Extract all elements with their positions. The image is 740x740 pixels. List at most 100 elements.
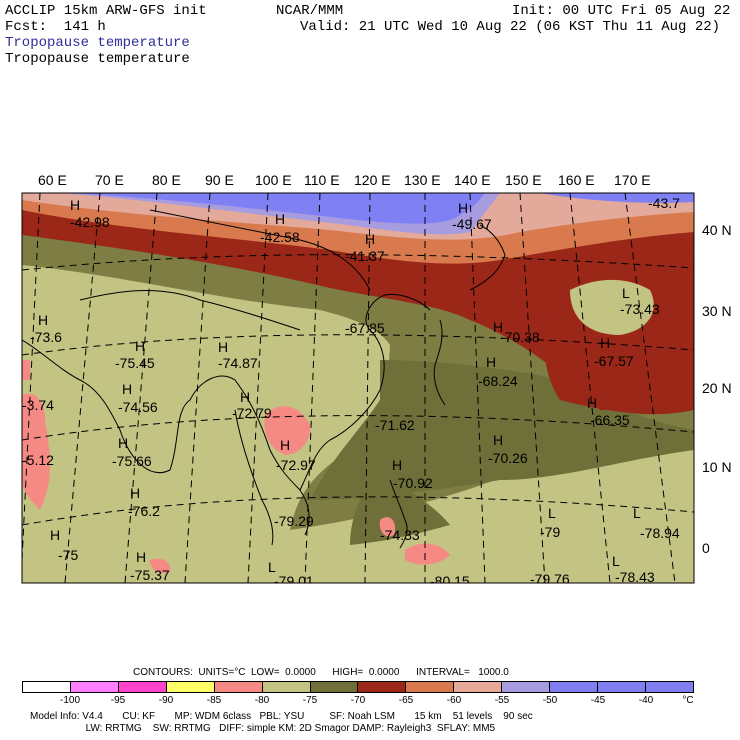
extrema-value: -73.43	[620, 301, 660, 317]
forecast-hour: Fcst: 141 h	[5, 19, 106, 35]
high-marker: H	[486, 354, 496, 370]
lon-label: 140 E	[454, 172, 491, 188]
low-marker: L	[633, 505, 641, 521]
lon-label: 120 E	[354, 172, 391, 188]
valid-time: Valid: 21 UTC Wed 10 Aug 22 (06 KST Thu …	[300, 19, 721, 35]
colorbar-label: -85	[206, 695, 222, 706]
high-marker: H	[280, 437, 290, 453]
colorbar-swatch	[598, 682, 646, 692]
lon-label: 110 E	[304, 172, 340, 188]
extrema-value: -42.98	[70, 214, 110, 230]
model-info-line-2: LW: RRTMG SW: RRTMG DIFF: simple KM: 2D …	[30, 723, 496, 734]
low-marker: L	[622, 285, 630, 301]
extrema-value: -78.94	[640, 525, 680, 541]
colorbar-swatch	[454, 682, 503, 692]
field-title-primary: Tropopause temperature	[5, 35, 190, 51]
high-marker: H	[493, 319, 503, 335]
extrema-value: -41.37	[345, 248, 385, 264]
model-title: ACCLIP 15km ARW-GFS init	[5, 3, 207, 19]
colorbar-label: -100	[59, 695, 81, 706]
extrema-value: -75.66	[112, 453, 152, 469]
extrema-value: -42.58	[260, 229, 300, 245]
init-time: Init: 00 UTC Fri 05 Aug 22	[512, 3, 731, 19]
lon-label: 80 E	[152, 172, 181, 188]
high-marker: H	[38, 312, 48, 328]
extrema-value: -67.85	[345, 320, 385, 336]
colorbar-swatch	[118, 682, 167, 692]
extrema-value: -70.38	[500, 329, 540, 345]
lat-label: 30 N	[702, 303, 732, 319]
colorbar-label: -45	[590, 695, 606, 706]
lon-label: 70 E	[95, 172, 124, 188]
extrema-value: -79.01	[274, 573, 314, 589]
extrema-value: -79.29	[274, 513, 314, 529]
high-marker: H	[136, 549, 146, 565]
map-frame	[21, 192, 695, 584]
extrema-value: -79	[540, 524, 560, 540]
colorbar-swatch	[645, 682, 693, 692]
colorbar-swatch	[502, 682, 551, 692]
field-title-secondary: Tropopause temperature	[5, 51, 190, 67]
high-marker: H	[240, 389, 250, 405]
extrema-value: -78.43	[615, 569, 655, 585]
high-marker: H	[493, 432, 503, 448]
lat-label: 40 N	[702, 222, 732, 238]
colorbar-label: -95	[110, 695, 126, 706]
center-name: NCAR/MMM	[276, 3, 344, 19]
high-marker: H	[118, 435, 128, 451]
colorbar-label: -40	[638, 695, 654, 706]
colorbar	[22, 681, 694, 693]
extrema-value: -49.67	[452, 216, 492, 232]
extrema-value: -80.15	[430, 573, 470, 589]
high-marker: H	[275, 211, 285, 227]
lon-label: 100 E	[255, 172, 292, 188]
high-marker: H	[50, 527, 60, 543]
lon-label: 170 E	[614, 172, 651, 188]
colorbar-swatch	[406, 682, 455, 692]
extrema-value: -72.97	[276, 457, 316, 473]
contours-info: CONTOURS: UNITS=°C LOW= 0.0000 HIGH= 0.0…	[133, 667, 509, 678]
extrema-value: -79.76	[530, 571, 570, 587]
latitude-labels: 40 N 30 N 20 N 10 N 0	[702, 222, 732, 556]
colorbar-swatch	[166, 682, 215, 692]
colorbar-label: -80	[254, 695, 270, 706]
high-marker: H	[600, 335, 610, 351]
high-marker: H	[122, 381, 132, 397]
extrema-value: -68.24	[478, 373, 518, 389]
colorbar-label: -60	[446, 695, 462, 706]
high-marker: H	[365, 231, 375, 247]
lat-label: 20 N	[702, 380, 732, 396]
extrema-value: -75	[58, 547, 78, 563]
extrema-value: -66.35	[590, 412, 630, 428]
extrema-value: -70.92	[393, 475, 433, 491]
high-marker: H	[392, 457, 402, 473]
colorbar-label: -90	[158, 695, 174, 706]
lon-label: 160 E	[558, 172, 595, 188]
extrema-value: -74.33	[380, 527, 420, 543]
colorbar-swatch	[70, 682, 119, 692]
high-marker: H	[70, 197, 80, 213]
longitude-labels: 60 E 70 E 80 E 90 E 100 E 110 E 120 E 13…	[38, 172, 651, 188]
temperature-fill	[22, 193, 694, 583]
colorbar-swatch	[310, 682, 359, 692]
coastlines	[22, 209, 506, 549]
colorbar-label: -65	[398, 695, 414, 706]
lat-label: 0	[702, 540, 710, 556]
extrema-value: -76.2	[128, 503, 160, 519]
colorbar-label: -50	[542, 695, 558, 706]
high-marker: H	[135, 338, 145, 354]
low-marker: L	[612, 553, 620, 569]
extrema-labels: H -42.98 H -42.58 H -41.37 H -49.67 -43.…	[22, 195, 680, 589]
colorbar-swatch	[358, 682, 407, 692]
lon-label: 60 E	[38, 172, 67, 188]
colorbar-label: °C	[682, 695, 694, 706]
extrema-value: -70.26	[488, 450, 528, 466]
colorbar-labels: -100 -95 -90 -85 -80 -75 -70 -65 -60 -55 -50 -45 -40…	[22, 695, 694, 707]
lat-label: 10 N	[702, 459, 732, 475]
extrema-value: -3.74	[22, 397, 54, 413]
colorbar-label: -70	[350, 695, 366, 706]
extrema-value: -43.7	[648, 195, 680, 211]
extrema-value: -72.79	[232, 405, 272, 421]
colorbar-swatch	[23, 682, 71, 692]
